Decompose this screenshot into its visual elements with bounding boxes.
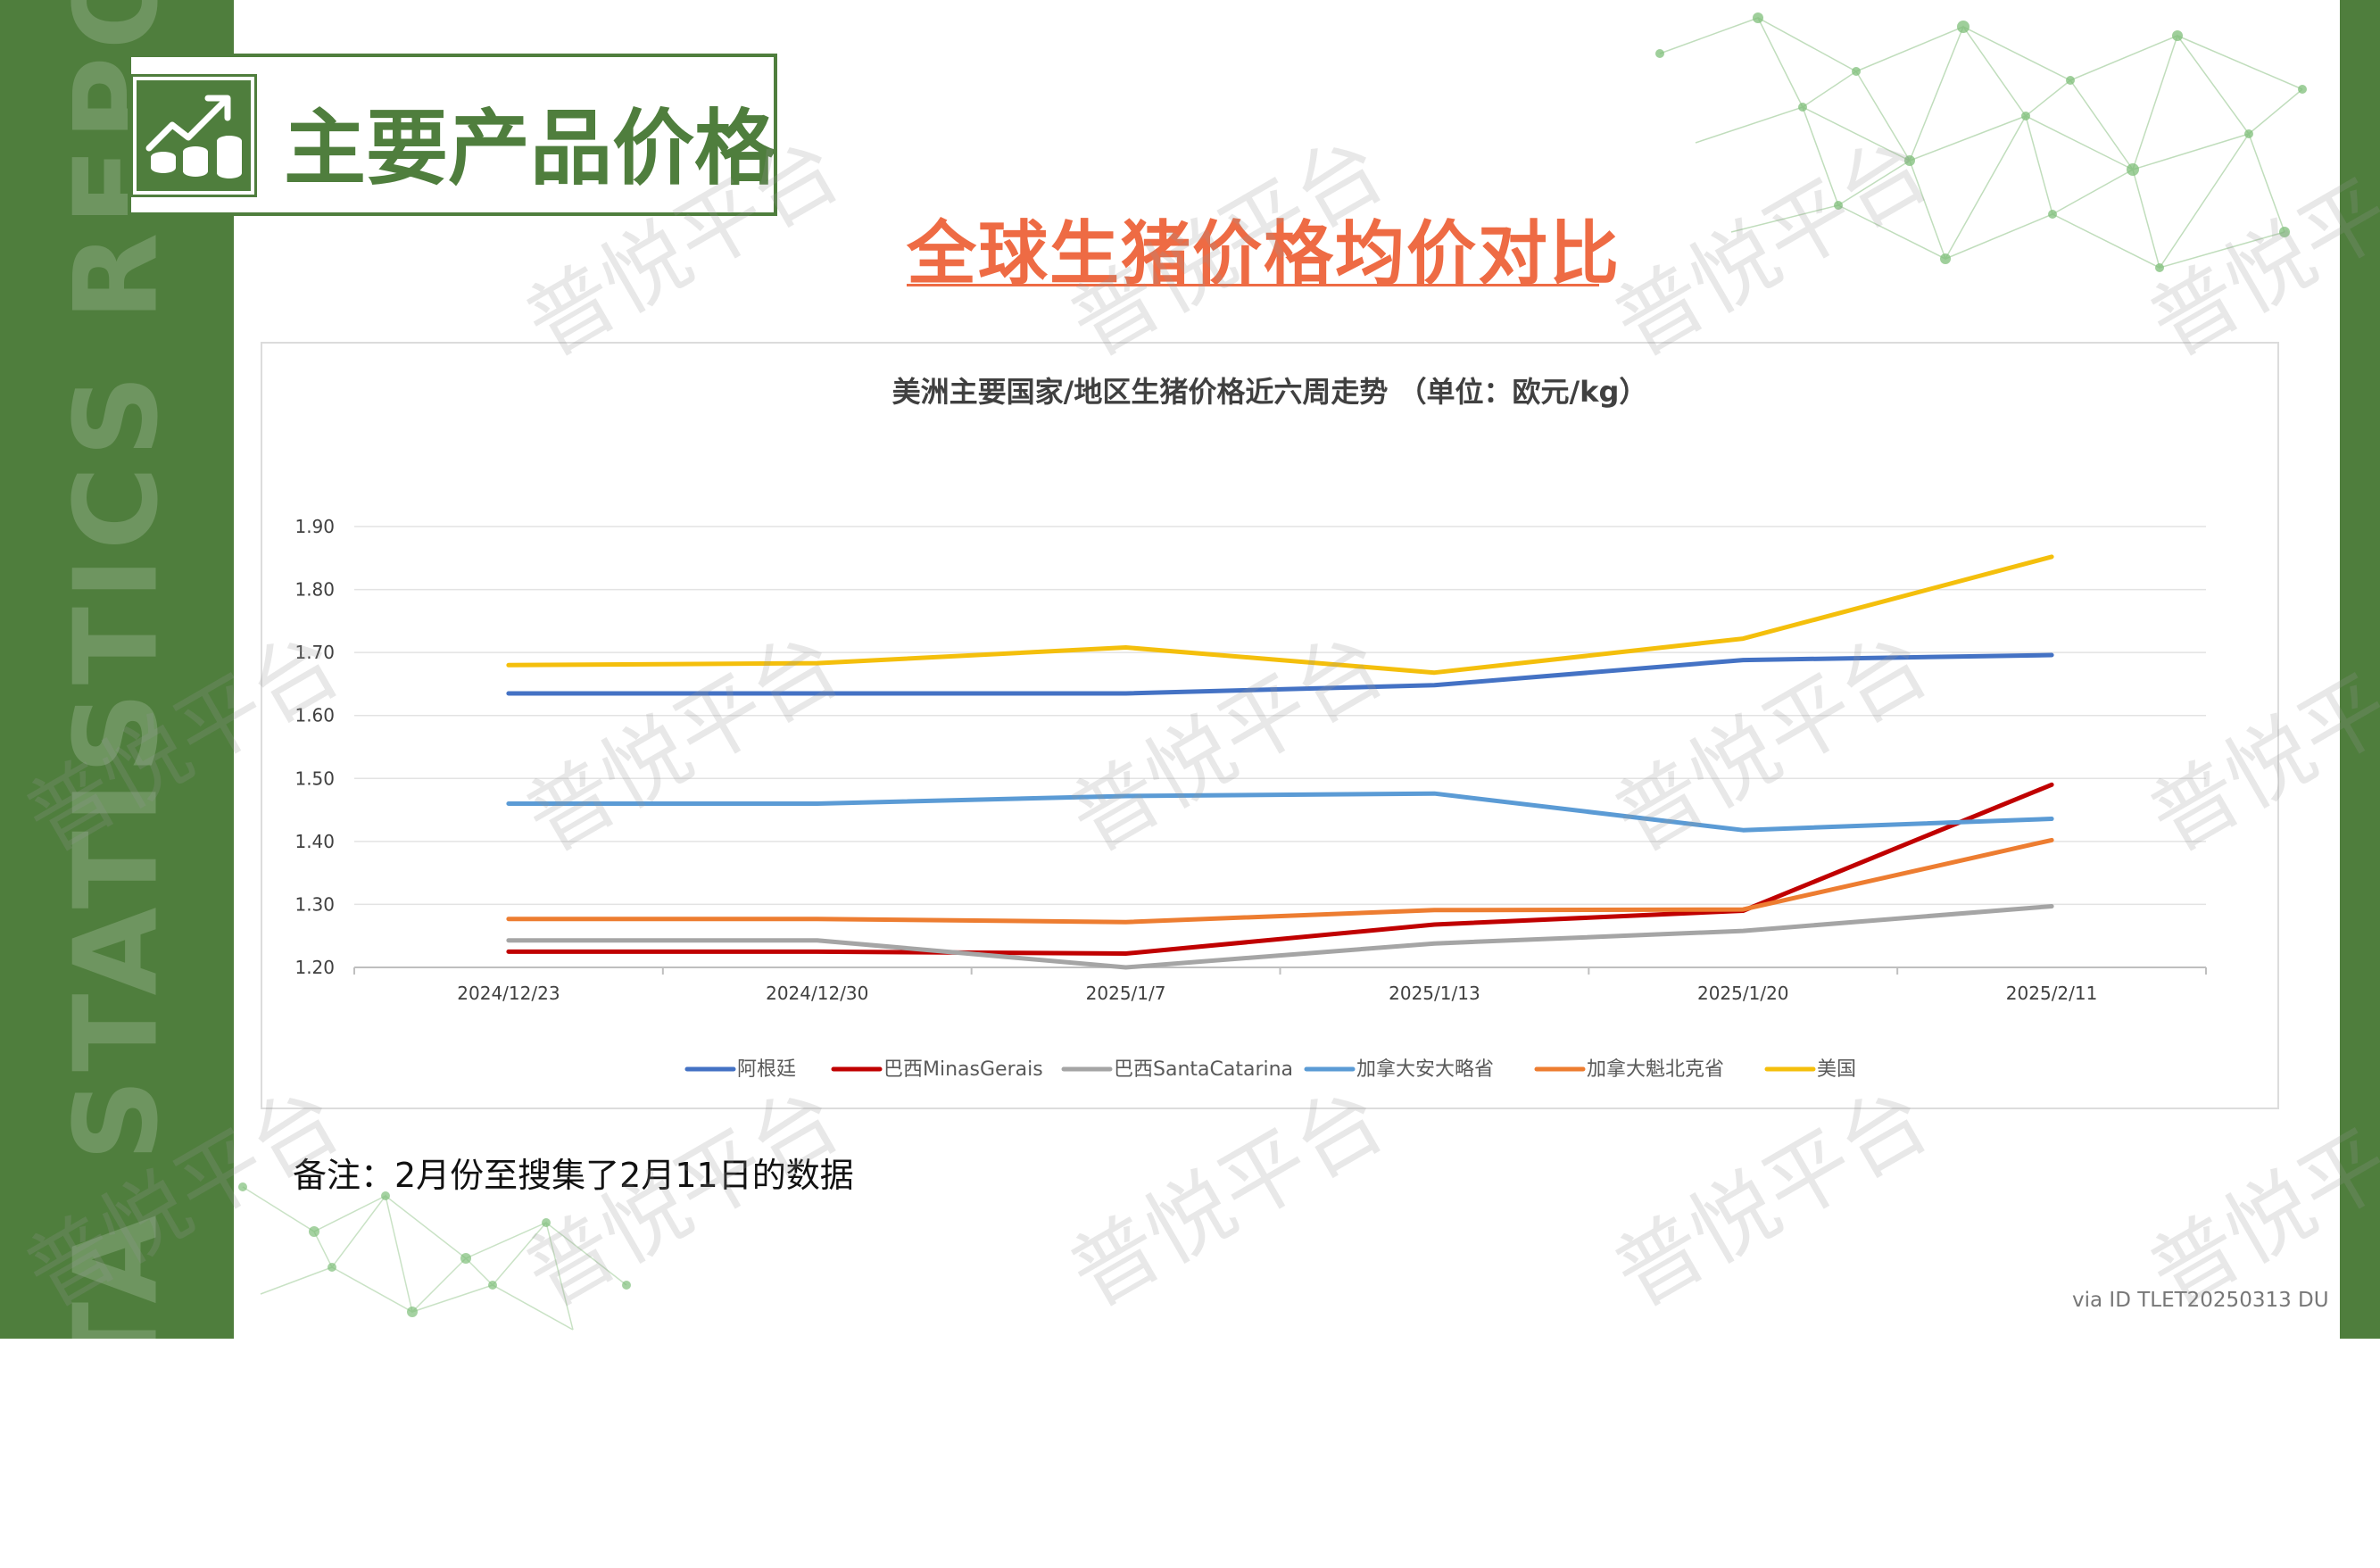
x-tick-label: 2025/2/11 xyxy=(2006,983,2098,1004)
y-tick-label: 1.70 xyxy=(294,642,335,663)
y-tick-label: 1.50 xyxy=(294,767,335,789)
grid-lines xyxy=(354,526,2206,968)
network-decoration-top-right xyxy=(1655,12,2307,272)
page-title: 主要产品价格 xyxy=(284,101,777,196)
section-subtitle: 全球生猪价格均价对比 xyxy=(907,214,1621,295)
chart-title: 美洲主要国家/地区生猪价格近六周走势 （单位：欧元/kg） xyxy=(892,375,1648,409)
y-tick-label: 1.60 xyxy=(294,705,335,726)
series-line-5 xyxy=(506,554,2054,676)
chart-coins-icon xyxy=(130,74,257,197)
x-axis-ticks: 2024/12/23 2024/12/30 2025/1/7 2025/1/13 202… xyxy=(353,967,2207,1004)
x-tick-label: 2025/1/20 xyxy=(1697,983,1789,1004)
sidebar-vertical-text: DATA STATISTICS REPORT xyxy=(50,0,184,1568)
legend-label-1: 巴西MinasGerais xyxy=(883,1058,1043,1081)
y-tick-label: 1.20 xyxy=(294,957,335,978)
line-chart: 美洲主要国家/地区生猪价格近六周走势 （单位：欧元/kg） 1.201.301.… xyxy=(294,375,2207,1081)
x-tick-label: 2024/12/23 xyxy=(457,983,560,1004)
y-tick-label: 1.30 xyxy=(294,893,335,915)
series-line-0 xyxy=(506,652,2054,696)
chart-panel xyxy=(261,342,2279,1109)
series-line-1 xyxy=(506,782,2054,956)
footer-id: via ID TLET20250313 DU xyxy=(2072,1289,2329,1312)
sidebar-band: DATA STATISTICS REPORT xyxy=(0,0,234,1568)
data-note: 备注：2月份至搜集了2月11日的数据 xyxy=(293,1156,854,1195)
legend-label-0: 阿根廷 xyxy=(737,1058,796,1081)
x-tick-label: 2024/12/30 xyxy=(766,983,868,1004)
subtitle-underline xyxy=(907,284,1599,286)
series-line-3 xyxy=(506,791,2054,833)
x-tick-label: 2025/1/13 xyxy=(1389,983,1480,1004)
series-line-2 xyxy=(506,904,2054,970)
legend-label-3: 加拿大安大略省 xyxy=(1356,1058,1494,1081)
y-tick-label: 1.90 xyxy=(294,516,335,537)
x-tick-label: 2025/1/7 xyxy=(1086,983,1166,1004)
y-tick-label: 1.80 xyxy=(294,579,335,601)
chart-legend: 阿根廷 巴西MinasGerais 巴西SantaCatarina 加拿大安大略省 加拿… xyxy=(684,1058,1856,1081)
legend-label-4: 加拿大魁北克省 xyxy=(1587,1058,1724,1081)
series-lines xyxy=(506,554,2054,970)
y-tick-label: 1.40 xyxy=(294,831,335,852)
y-axis-ticks: 1.20 1.30 1.40 1.50 1.60 1.70 1.80 1.90 xyxy=(294,516,335,978)
right-border-band xyxy=(2340,0,2380,1339)
legend-label-2: 巴西SantaCatarina xyxy=(1114,1058,1293,1081)
legend-label-5: 美国 xyxy=(1817,1058,1856,1081)
watermark: 普悦平台 xyxy=(1598,118,1945,377)
series-line-4 xyxy=(506,837,2054,925)
